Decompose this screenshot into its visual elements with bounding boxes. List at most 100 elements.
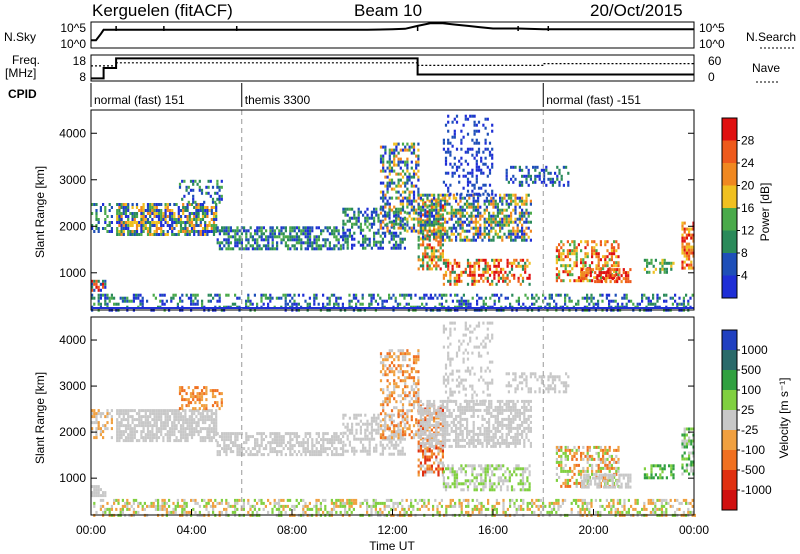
heatmap-cell [447, 114, 450, 118]
heatmap-cell [397, 184, 400, 188]
heatmap-cell [510, 193, 513, 197]
heatmap-cell [535, 293, 538, 297]
heatmap-cell [201, 227, 205, 230]
heatmap-cell [395, 210, 398, 214]
heatmap-cell [569, 264, 572, 268]
heatmap-cell [674, 299, 677, 303]
heatmap-cell [617, 243, 620, 247]
heatmap-cell [478, 507, 481, 511]
heatmap-cell [451, 135, 454, 139]
heatmap-cell [671, 296, 674, 300]
heatmap-cell [160, 212, 163, 215]
heatmap-cell [410, 184, 413, 188]
heatmap-cell [171, 212, 174, 215]
heatmap-cell [221, 229, 224, 233]
heatmap-cell [386, 214, 389, 218]
heatmap-cell [395, 145, 398, 149]
heatmap-cell [422, 252, 425, 256]
heatmap-cell [194, 498, 197, 502]
heatmap-cell [445, 293, 448, 297]
heatmap-cell [379, 223, 383, 227]
heatmap-cell [185, 504, 188, 508]
heatmap-cell [351, 246, 354, 250]
heatmap-cell [218, 229, 221, 233]
heatmap-cell [693, 513, 696, 517]
heatmap-cell [368, 302, 371, 306]
heatmap-cell [194, 407, 197, 411]
heatmap-cell [427, 498, 430, 502]
heatmap-cell [395, 163, 398, 167]
heatmap-cell [480, 504, 483, 508]
heatmap-cell [447, 141, 450, 145]
heatmap-cell [553, 504, 556, 508]
heatmap-cell [164, 206, 167, 209]
heatmap-cell [269, 226, 272, 230]
heatmap-cell [522, 501, 525, 505]
heatmap-cell [346, 228, 349, 232]
heatmap-cell [204, 439, 207, 443]
heatmap-cell [335, 453, 338, 457]
heatmap-cell [455, 261, 459, 265]
heatmap-cell [537, 296, 540, 300]
heatmap-cell [333, 501, 336, 505]
heatmap-cell [216, 179, 219, 183]
heatmap-cell [525, 193, 528, 197]
heatmap-cell [218, 293, 221, 297]
heatmap-cell [601, 293, 604, 297]
heatmap-cell [527, 226, 530, 230]
heatmap-cell [475, 141, 478, 145]
heatmap-cell [166, 424, 169, 428]
heatmap-cell [352, 501, 355, 505]
heatmap-cell [406, 148, 409, 152]
heatmap-cell [129, 409, 132, 413]
heatmap-cell [582, 258, 585, 262]
heatmap-cell [395, 240, 398, 244]
heatmap-cell [422, 226, 425, 230]
heatmap-cell [216, 241, 219, 245]
heatmap-cell [592, 296, 595, 300]
heatmap-cell [284, 296, 287, 300]
heatmap-cell [493, 258, 496, 262]
heatmap-cell [477, 220, 480, 224]
heatmap-cell [571, 240, 574, 244]
heatmap-cell [124, 299, 127, 303]
heatmap-cell [95, 282, 98, 286]
heatmap-cell [614, 299, 617, 303]
heatmap-cell [214, 191, 217, 195]
heatmap-cell [102, 498, 105, 502]
heatmap-cell [432, 296, 435, 300]
heatmap-cell [210, 421, 213, 425]
heatmap-cell [462, 174, 465, 178]
heatmap-cell [399, 237, 402, 241]
heatmap-cell [460, 504, 463, 508]
heatmap-cell [569, 252, 572, 256]
heatmap-cell [598, 268, 601, 272]
heatmap-cell [395, 184, 398, 188]
heatmap-cell [102, 203, 105, 206]
heatmap-cell [249, 299, 252, 303]
heatmap-cell [308, 302, 311, 306]
heatmap-cell [209, 498, 212, 502]
heatmap-cell [140, 224, 143, 227]
heatmap-cell [665, 267, 668, 271]
heatmap-cell [293, 432, 296, 436]
heatmap-cell [186, 218, 189, 221]
heatmap-cell [490, 229, 493, 233]
heatmap-cell [490, 217, 493, 221]
heatmap-cell [291, 444, 294, 448]
heatmap-cell [153, 221, 156, 224]
heatmap-cell [127, 424, 130, 428]
heatmap-cell [388, 178, 391, 182]
heatmap-cell [322, 229, 325, 233]
heatmap-cell [330, 501, 333, 505]
heatmap-cell [388, 213, 391, 217]
heatmap-cell [344, 237, 347, 241]
heatmap-cell [559, 293, 562, 297]
heatmap-cell [473, 123, 476, 127]
heatmap-cell [599, 498, 602, 502]
heatmap-cell [497, 279, 500, 283]
heatmap-cell [212, 224, 216, 227]
heatmap-cell [149, 206, 152, 209]
heatmap-cell [355, 302, 358, 306]
heatmap-cell [172, 510, 175, 514]
